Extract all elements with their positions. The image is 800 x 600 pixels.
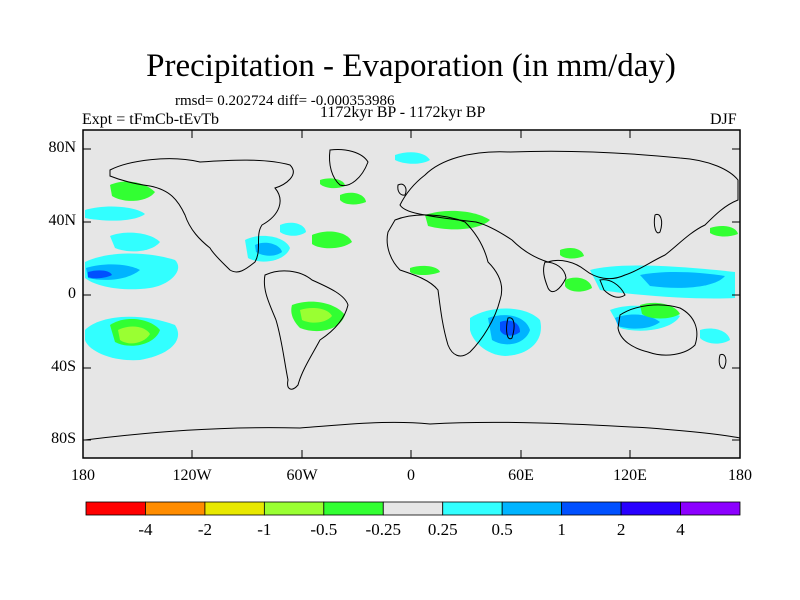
moist-patch bbox=[280, 222, 306, 236]
moist-patch bbox=[85, 206, 145, 221]
moist-medium-patch bbox=[255, 242, 282, 256]
colorbar-label: 1 bbox=[557, 520, 566, 539]
y-tick-label: 40N bbox=[48, 212, 76, 229]
dry-medium-patch bbox=[118, 326, 150, 344]
period-label: 1172kyr BP - 1172kyr BP bbox=[320, 104, 486, 121]
colorbar-label: 0.5 bbox=[491, 520, 513, 539]
y-tick-marks bbox=[83, 148, 740, 441]
moist-medium-patch bbox=[640, 272, 725, 288]
colorbar-label: -1 bbox=[257, 520, 272, 539]
africa-outline bbox=[386, 214, 503, 357]
moist-patch bbox=[395, 152, 430, 164]
experiment-label: Expt = tFmCb-tEvTb bbox=[82, 111, 220, 128]
colorbar-label: 2 bbox=[616, 520, 626, 539]
colorbar-label: 4 bbox=[676, 520, 685, 539]
australia-outline bbox=[617, 304, 698, 356]
dry-patch bbox=[312, 231, 352, 249]
plot-title: Precipitation - Evaporation (in mm/day) bbox=[146, 48, 676, 84]
map-background bbox=[83, 130, 740, 458]
colorbar-swatch bbox=[382, 501, 444, 516]
colorbar-swatch bbox=[501, 501, 563, 516]
moist-medium-patch bbox=[615, 314, 660, 329]
colorbar-swatch bbox=[620, 501, 681, 516]
greenland-outline bbox=[329, 149, 369, 187]
south-america-outline bbox=[263, 270, 349, 390]
statistics-label: rmsd= 0.202724 diff= -0.000353986 bbox=[175, 93, 395, 109]
colorbar-swatch bbox=[442, 501, 503, 516]
y-tick-label: 80N bbox=[48, 139, 76, 156]
colorbar-swatch bbox=[145, 501, 206, 516]
japan-outline bbox=[653, 213, 663, 234]
colorbar-swatch bbox=[85, 501, 146, 516]
india-outline bbox=[543, 261, 567, 293]
eurasia-outline bbox=[399, 150, 739, 280]
x-tick-label: 120W bbox=[172, 467, 212, 484]
antarctica-outline bbox=[84, 421, 741, 441]
x-tick-label: 180 bbox=[728, 467, 752, 484]
colorbar-swatch bbox=[204, 501, 265, 516]
new-zealand-outline bbox=[718, 353, 727, 369]
dry-patch bbox=[340, 192, 366, 205]
north-america-outline bbox=[109, 158, 294, 273]
x-tick-label: 60E bbox=[508, 467, 534, 484]
colorbar-label: -2 bbox=[197, 520, 212, 539]
x-tick-label: 120E bbox=[613, 467, 647, 484]
coastlines bbox=[84, 149, 741, 441]
colorbar-label: -4 bbox=[138, 520, 153, 539]
dry-patch bbox=[565, 277, 592, 292]
x-tick-label: 0 bbox=[407, 467, 415, 484]
dry-patch bbox=[410, 265, 440, 275]
colorbar-swatch bbox=[561, 501, 622, 516]
southeast-asia-outline bbox=[599, 279, 626, 298]
dry-medium-patch bbox=[300, 308, 332, 323]
dry-patch bbox=[640, 302, 680, 319]
dry-patch bbox=[320, 178, 345, 189]
dry-patch bbox=[110, 181, 155, 201]
colorbar-swatch bbox=[263, 501, 325, 516]
moist-strong-patch bbox=[500, 320, 520, 336]
colorbar-label: 0.25 bbox=[427, 520, 458, 539]
x-tick-marks bbox=[82, 130, 741, 458]
moist-patch bbox=[700, 328, 730, 344]
anomaly-fields bbox=[85, 152, 738, 361]
y-tick-label: 40S bbox=[51, 358, 76, 375]
y-tick-label: 80S bbox=[51, 430, 76, 447]
colorbar-swatch bbox=[680, 501, 741, 516]
madagascar-outline bbox=[506, 317, 515, 340]
colorbar-swatch bbox=[323, 501, 384, 516]
moist-strong-patch bbox=[88, 270, 112, 279]
y-tick-label: 0 bbox=[68, 285, 76, 302]
colorbar bbox=[85, 501, 741, 516]
x-tick-label: 180 bbox=[71, 467, 95, 484]
season-label: DJF bbox=[710, 111, 737, 128]
moist-patch bbox=[110, 232, 160, 252]
dry-patch bbox=[560, 248, 584, 259]
x-tick-label: 60W bbox=[286, 467, 318, 484]
british-isles-outline bbox=[397, 183, 407, 196]
colorbar-label: -0.5 bbox=[310, 520, 338, 539]
colorbar-label: -0.25 bbox=[365, 520, 401, 539]
dry-patch bbox=[710, 226, 738, 237]
